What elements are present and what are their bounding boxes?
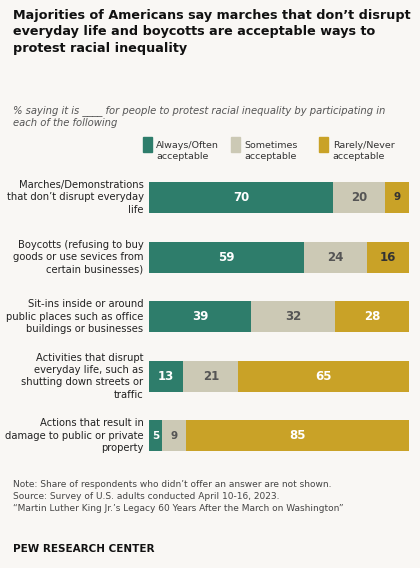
Text: Note: Share of respondents who didn’t offer an answer are not shown.
Source: Sur: Note: Share of respondents who didn’t of… [13,480,343,513]
Bar [149,301,252,332]
Bar [304,241,367,273]
Bar [149,182,333,213]
Text: 24: 24 [327,250,344,264]
Text: 32: 32 [285,310,302,323]
Text: 85: 85 [289,429,306,442]
Bar [186,420,409,452]
Text: 28: 28 [364,310,381,323]
Text: Rarely/Never
acceptable: Rarely/Never acceptable [333,141,394,161]
Bar [333,182,386,213]
Text: Majorities of Americans say marches that don’t disrupt
everyday life and boycott: Majorities of Americans say marches that… [13,9,410,55]
Text: 5: 5 [152,431,159,441]
Bar [239,361,409,392]
Text: 39: 39 [192,310,208,323]
Bar [183,361,239,392]
Bar [149,361,183,392]
Text: % saying it is ____ for people to protest racial inequality by participating in
: % saying it is ____ for people to protes… [13,105,385,128]
Text: 65: 65 [315,370,332,383]
Text: Always/Often
acceptable: Always/Often acceptable [156,141,219,161]
Bar [162,420,186,452]
Bar [367,241,409,273]
Text: 9: 9 [394,193,401,202]
Text: Sometimes
acceptable: Sometimes acceptable [244,141,298,161]
Text: 9: 9 [171,431,178,441]
Text: 21: 21 [203,370,219,383]
Text: 16: 16 [380,250,396,264]
Bar [252,301,336,332]
Text: 70: 70 [233,191,249,204]
Text: PEW RESEARCH CENTER: PEW RESEARCH CENTER [13,544,154,554]
Text: 13: 13 [158,370,174,383]
Text: 59: 59 [218,250,235,264]
Bar [386,182,409,213]
Text: 20: 20 [351,191,367,204]
Bar [149,241,304,273]
Bar [149,420,162,452]
Bar [336,301,409,332]
